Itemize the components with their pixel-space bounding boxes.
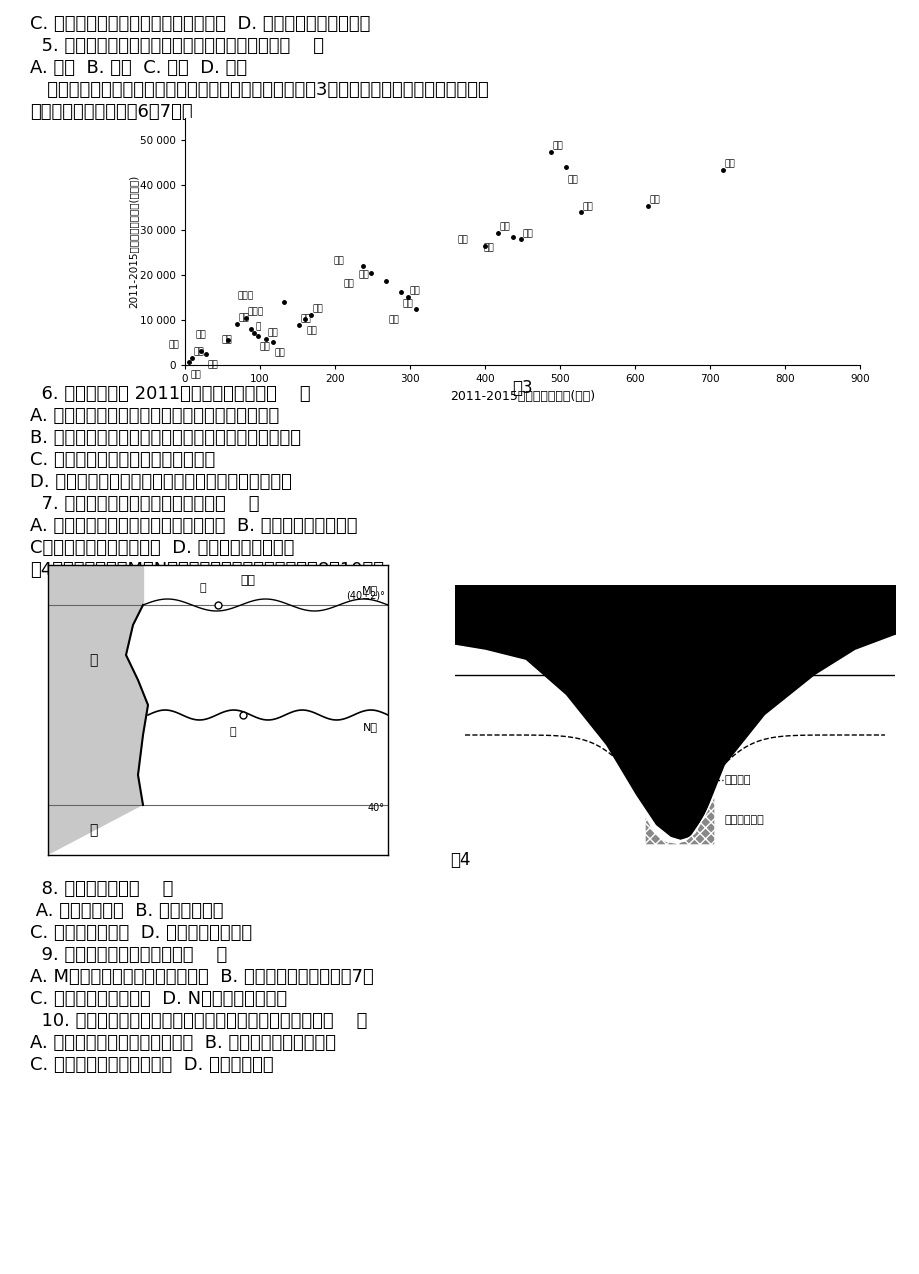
Text: M河: M河: [361, 585, 378, 595]
Text: 8. 甲河流域此时（    ）: 8. 甲河流域此时（ ）: [30, 880, 173, 898]
Text: A. 暴雨  B. 洪涝  C. 滑坡  D. 地震: A. 暴雨 B. 洪涝 C. 滑坡 D. 地震: [30, 59, 247, 76]
Text: A. 增加城镇住房等基础设施建设的压力  B. 造成农村经济的倒退: A. 增加城镇住房等基础设施建设的压力 B. 造成农村经济的倒退: [30, 517, 357, 535]
Polygon shape: [48, 605, 148, 805]
Text: C. 镇江市民正在经历高温闷热少雨天气  D. 我国华北平原春旱严重: C. 镇江市民正在经历高温闷热少雨天气 D. 我国华北平原春旱严重: [30, 15, 370, 33]
Text: C. 经济发达省份商品房销售面积较多: C. 经济发达省份商品房销售面积较多: [30, 451, 215, 469]
Text: 山西: 山西: [267, 329, 278, 338]
Text: 天津: 天津: [260, 343, 270, 352]
Text: 甲河: 甲河: [664, 637, 680, 650]
Text: 湖南: 湖南: [168, 340, 179, 349]
Text: 销售关系图，读图完扐6～7题。: 销售关系图，读图完扐6～7题。: [30, 103, 192, 121]
Text: C. 大陆沿岸有暖流经过  D. N河径流季节变化小: C. 大陆沿岸有暖流经过 D. N河径流季节变化小: [30, 990, 287, 1008]
Text: 湖北: 湖北: [458, 236, 468, 245]
Text: 乙: 乙: [230, 727, 236, 736]
Text: 北京: 北京: [221, 336, 232, 345]
Text: A. 潜水补给河水  B. 河水补给潜水: A. 潜水补给河水 B. 河水补给潜水: [30, 902, 223, 920]
Text: 湖南: 湖南: [499, 222, 510, 231]
Text: 内蒙古: 内蒙古: [248, 307, 264, 316]
Text: 40°: 40°: [368, 803, 384, 813]
Text: A. M河流的径流有明显的季节变化  B. 防洪任务最重的月份是7月: A. M河流的径流有明显的季节变化 B. 防洪任务最重的月份是7月: [30, 968, 373, 986]
Text: 洋: 洋: [89, 823, 97, 837]
Text: (40±2)°: (40±2)°: [346, 590, 384, 600]
Text: 西藏: 西藏: [190, 369, 200, 378]
Text: C. 水文站上游流域面积较小  D. 上游兴建水库: C. 水文站上游流域面积较小 D. 上游兴建水库: [30, 1056, 273, 1074]
Text: 图3: 图3: [512, 380, 532, 397]
Text: N河: N河: [363, 722, 378, 733]
X-axis label: 2011-2015年新增城镇人口(万人): 2011-2015年新增城镇人口(万人): [449, 390, 595, 403]
Text: 浙江: 浙江: [344, 280, 354, 289]
Text: 潜水位线: 潜水位线: [724, 775, 751, 785]
Text: C。提高城镇老年人口比重  D. 造成严重的排外情绪: C。提高城镇老年人口比重 D. 造成严重的排外情绪: [30, 539, 294, 557]
Text: 福建: 福建: [358, 270, 369, 279]
Text: 图4中甲、乙分别是M、N两条河流上的水文站。读图完扐8～10题。: 图4中甲、乙分别是M、N两条河流上的水文站。读图完扐8～10题。: [30, 561, 383, 578]
Text: 贵州: 贵州: [306, 326, 317, 335]
Text: 云南: 云南: [410, 287, 420, 296]
Text: 7. 城镇人口大量增加带来的影响是（    ）: 7. 城镇人口大量增加带来的影响是（ ）: [30, 496, 259, 513]
Text: 安徽: 安徽: [483, 243, 494, 252]
Text: 5. 在此季节，西南山区最容易引发的地质灾害是（    ）: 5. 在此季节，西南山区最容易引发的地质灾害是（ ）: [30, 37, 323, 55]
Text: C. 河流位于枯水期  D. 冰雪融水补给河流: C. 河流位于枯水期 D. 冰雪融水补给河流: [30, 924, 252, 941]
Text: 海: 海: [89, 654, 97, 668]
Text: 江苏: 江苏: [552, 141, 562, 150]
Text: 图4: 图4: [449, 851, 470, 869]
Text: 10. 乙站测到的河水流量季节变化很小，最可能的原因是（    ）: 10. 乙站测到的河水流量季节变化很小，最可能的原因是（ ）: [30, 1012, 367, 1029]
Text: 河床堆积的泥: 河床堆积的泥: [724, 815, 764, 826]
Text: 甘肃: 甘肃: [275, 348, 286, 358]
Text: 甲: 甲: [199, 583, 206, 592]
Text: 四川: 四川: [582, 203, 593, 211]
Text: 青海: 青海: [194, 348, 205, 357]
Polygon shape: [48, 564, 142, 605]
Y-axis label: 2011-2015年商品房销售面积(万平米): 2011-2015年商品房销售面积(万平米): [129, 175, 139, 308]
Text: 6. 有关图中反映 2011－的情况正确的是（    ）: 6. 有关图中反映 2011－的情况正确的是（ ）: [30, 385, 311, 403]
Text: 陕西: 陕西: [389, 316, 399, 325]
Text: 河北: 河北: [522, 229, 533, 238]
Text: 南: 南: [510, 598, 518, 612]
Text: D. 江苏、广东由于大量人口迁入导致新增城镇人口多: D. 江苏、广东由于大量人口迁入导致新增城镇人口多: [30, 473, 291, 490]
Text: 吉林: 吉林: [195, 330, 206, 339]
Text: 陆地: 陆地: [240, 573, 255, 586]
Text: A. 乙河流域内降水季节分配均匀  B. 乙河的春汛与夏汛互补: A. 乙河流域内降水季节分配均匀 B. 乙河的春汛与夏汛互补: [30, 1034, 335, 1052]
Text: 广西: 广西: [403, 299, 413, 308]
Polygon shape: [48, 564, 148, 855]
Text: 广东: 广东: [567, 176, 578, 185]
Text: 绿: 绿: [255, 322, 261, 331]
Text: 黑龙江: 黑龙江: [238, 292, 254, 301]
Text: 新疆: 新疆: [301, 315, 311, 324]
Text: A. 新增城镇人口最多的省份商品房销售面积也最多: A. 新增城镇人口最多的省份商品房销售面积也最多: [30, 406, 279, 426]
Text: 9. 关于该地区叙述正确的是（    ）: 9. 关于该地区叙述正确的是（ ）: [30, 947, 227, 964]
Text: 北: 北: [830, 598, 838, 612]
Text: 河南: 河南: [650, 195, 660, 204]
Text: B. 新增城镇人口和商品房销售面积较低的都为西部省份: B. 新增城镇人口和商品房销售面积较低的都为西部省份: [30, 429, 301, 447]
Text: 宁夏: 宁夏: [208, 361, 218, 369]
Text: 江西: 江西: [312, 304, 323, 313]
Text: 上海: 上海: [239, 313, 249, 322]
Text: 我国人口众多，住房问题是老百姓最关心的问题之一，图3为我国各省新增城镇人口与商品房: 我国人口众多，住房问题是老百姓最关心的问题之一，图3为我国各省新增城镇人口与商品…: [30, 82, 488, 99]
Text: 山东: 山东: [724, 159, 735, 168]
Text: 重庆: 重庆: [334, 256, 345, 265]
